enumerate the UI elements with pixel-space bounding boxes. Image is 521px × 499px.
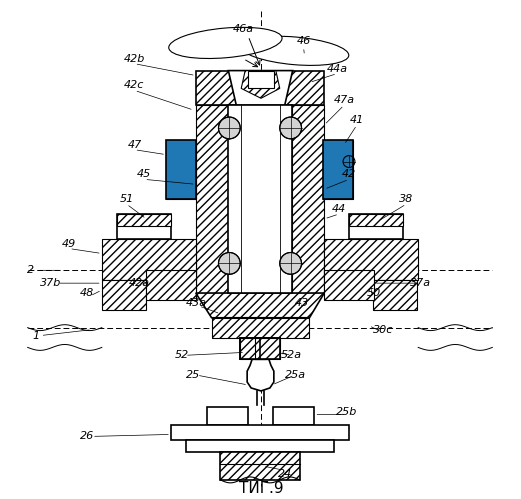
Text: 49: 49 xyxy=(62,239,76,249)
Text: 43: 43 xyxy=(294,298,308,308)
Bar xyxy=(373,280,417,310)
Ellipse shape xyxy=(240,36,349,65)
Bar xyxy=(324,270,374,300)
Bar xyxy=(255,337,280,359)
Bar xyxy=(166,140,196,199)
Bar xyxy=(212,318,309,337)
Text: 26: 26 xyxy=(80,432,94,442)
Text: 42b: 42b xyxy=(124,54,145,64)
Text: 42c: 42c xyxy=(124,80,145,90)
Ellipse shape xyxy=(169,27,282,58)
Text: 46: 46 xyxy=(296,36,311,46)
Text: 38: 38 xyxy=(399,194,414,204)
Text: 47a: 47a xyxy=(333,95,355,105)
Bar xyxy=(323,140,353,199)
Polygon shape xyxy=(247,359,274,391)
Text: 25b: 25b xyxy=(337,407,358,417)
Bar xyxy=(117,214,171,239)
Text: 46a: 46a xyxy=(233,24,254,34)
Bar xyxy=(196,70,324,105)
Bar xyxy=(273,407,314,425)
Circle shape xyxy=(280,252,302,274)
Circle shape xyxy=(218,252,240,274)
Text: 50: 50 xyxy=(367,288,381,298)
Text: 43a: 43a xyxy=(186,298,207,308)
Polygon shape xyxy=(196,293,324,318)
Text: 44: 44 xyxy=(332,204,346,214)
Text: 52: 52 xyxy=(175,350,189,360)
Bar xyxy=(349,214,403,239)
Bar xyxy=(102,280,146,310)
Bar xyxy=(292,105,324,293)
Bar xyxy=(102,239,196,280)
Bar xyxy=(248,70,274,88)
Polygon shape xyxy=(228,70,293,105)
Text: 25a: 25a xyxy=(285,370,306,380)
Text: 41: 41 xyxy=(350,115,364,125)
Text: 37b: 37b xyxy=(40,278,61,288)
Circle shape xyxy=(218,117,240,139)
Bar xyxy=(228,105,292,293)
Bar xyxy=(196,105,228,293)
Bar xyxy=(117,214,171,226)
Text: 45: 45 xyxy=(137,169,152,180)
Bar xyxy=(207,407,248,425)
Text: 2: 2 xyxy=(27,265,34,275)
Bar xyxy=(240,337,265,359)
Text: ΤИГ.9: ΤИГ.9 xyxy=(239,482,283,497)
Text: 42: 42 xyxy=(342,169,356,180)
Text: 52a: 52a xyxy=(281,350,302,360)
Text: 44a: 44a xyxy=(327,63,348,74)
Bar xyxy=(186,440,334,452)
Bar xyxy=(349,214,403,226)
Text: 30c: 30c xyxy=(374,325,394,335)
Bar xyxy=(240,337,265,359)
Polygon shape xyxy=(241,70,280,98)
Bar xyxy=(255,337,280,359)
Bar xyxy=(166,140,196,199)
Bar xyxy=(171,425,349,440)
Bar xyxy=(146,270,196,300)
Bar xyxy=(323,140,353,199)
Text: 42a: 42a xyxy=(129,278,150,288)
Text: 48: 48 xyxy=(80,288,94,298)
Circle shape xyxy=(280,117,302,139)
Text: 1: 1 xyxy=(32,330,39,340)
Bar xyxy=(220,452,300,480)
Text: 24: 24 xyxy=(278,469,292,479)
Text: 47: 47 xyxy=(127,140,142,150)
Bar xyxy=(324,239,418,280)
Text: 51: 51 xyxy=(119,194,134,204)
Text: 25: 25 xyxy=(185,370,200,380)
Text: 37a: 37a xyxy=(410,278,431,288)
